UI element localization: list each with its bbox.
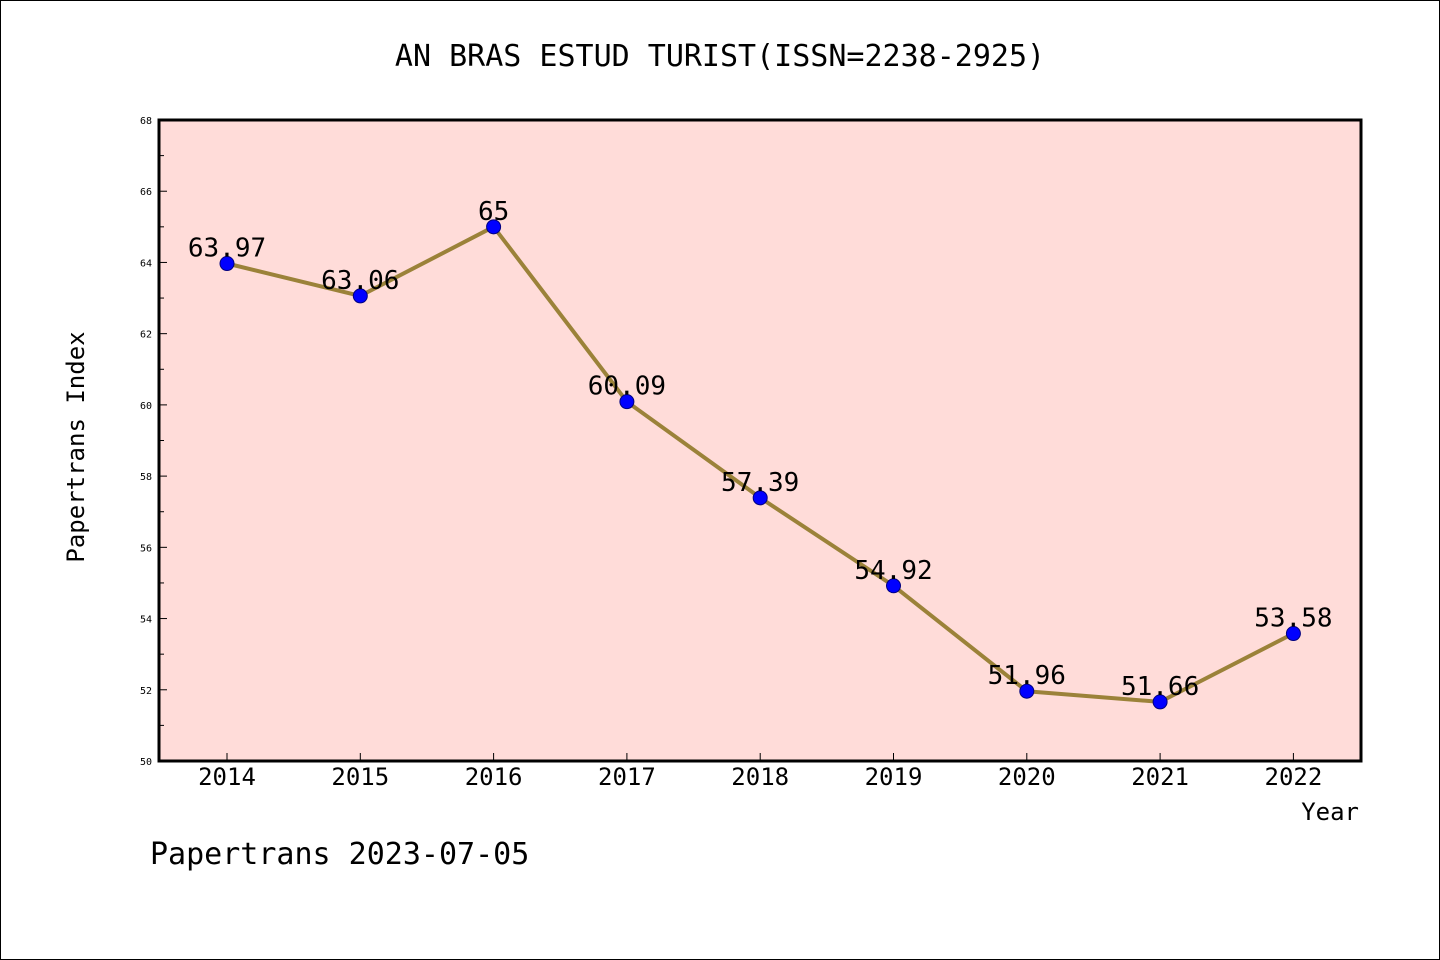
y-tick-label: 54 [140,615,152,626]
data-point [486,219,502,235]
x-tick-label: 2020 [998,763,1056,791]
data-point [1285,626,1301,642]
data-labels: 63.97 63.06 65 60.09 57.39 54.92 51.96 51.66 53.… [188,197,1333,702]
data-point [886,578,901,594]
data-point [619,394,635,410]
footer-text: Papertrans 2023-07-05 [150,837,529,872]
data-label: 57.39 [721,468,799,498]
data-label: 53.58 [1254,604,1332,634]
y-tick-label: 58 [140,472,152,483]
data-point [352,288,368,304]
y-tick-label: 50 [140,757,152,768]
x-tick-label: 2019 [865,763,923,791]
data-label: 51.66 [1121,672,1199,702]
data-label: 63.06 [321,266,399,296]
y-axis-label: Papertrans Index [62,331,90,562]
y-tick-label: 66 [140,187,152,198]
y-tick-label: 60 [140,401,152,412]
chart-title: AN BRAS ESTUD TURIST(ISSN=2238-2925) [395,39,1045,74]
data-label: 51.96 [988,661,1066,691]
x-tick-label: 2017 [598,763,656,791]
data-label: 65 [478,197,509,227]
x-tick-label: 2016 [465,763,523,791]
x-tick-label: 2021 [1131,763,1189,791]
data-point [752,490,768,506]
y-tick-label: 56 [140,543,152,554]
x-tick-label: 2015 [331,763,389,791]
data-point [219,256,235,272]
data-label: 63.97 [188,234,266,264]
y-tick-label: 68 [140,116,152,127]
x-tick-label: 2014 [198,763,256,791]
y-tick-label: 62 [140,330,152,341]
data-point [1019,683,1035,699]
plot-border [157,118,1363,763]
plot-area [159,120,1361,761]
y-tick-label: 52 [140,686,152,697]
x-axis-label: Year [1301,798,1359,826]
x-tick-label: 2018 [731,763,789,791]
x-tick-label: 2022 [1265,763,1323,791]
data-label: 60.09 [588,372,666,402]
series-markers [219,219,1301,710]
data-point [1152,694,1168,710]
y-tick-label: 64 [140,258,152,269]
data-label: 54.92 [854,556,932,586]
x-axis: 2014 2015 2016 2017 2018 2019 2020 2021 2022 [198,753,1322,791]
